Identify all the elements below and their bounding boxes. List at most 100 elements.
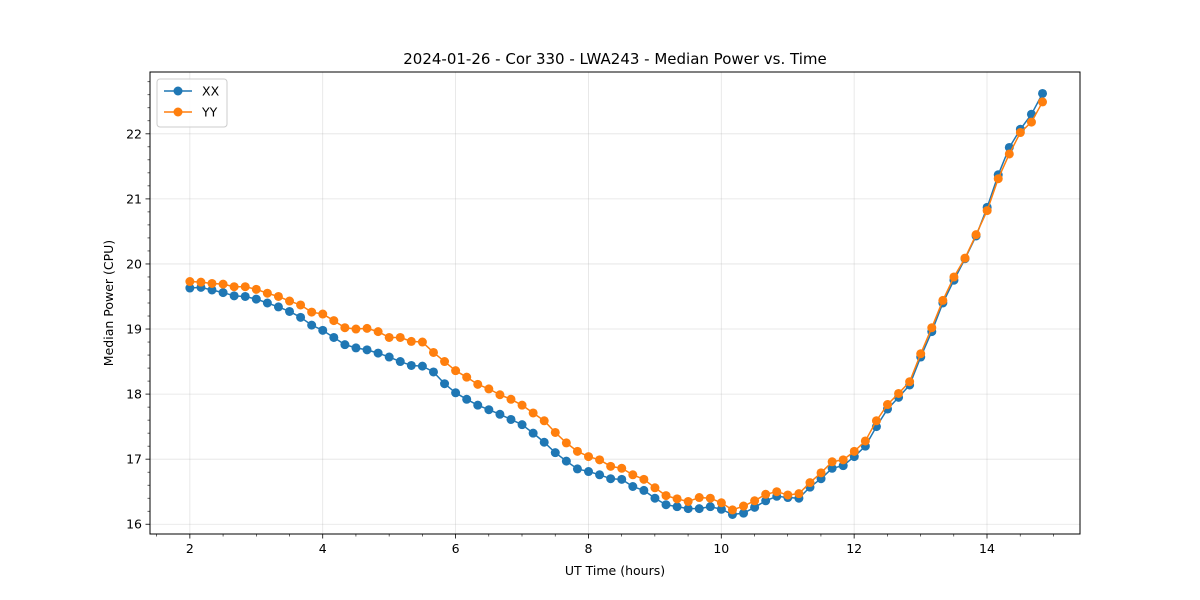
data-point-yy <box>406 336 416 346</box>
data-point-yy <box>296 300 306 310</box>
data-point-yy <box>451 366 461 376</box>
data-point-xx <box>240 291 250 301</box>
x-tick-label: 10 <box>713 541 729 556</box>
y-tick-label: 21 <box>126 191 142 206</box>
data-point-yy <box>251 284 261 294</box>
data-point-xx <box>495 409 505 419</box>
data-point-xx <box>329 332 339 342</box>
data-point-xx <box>639 485 649 495</box>
data-point-yy <box>860 436 870 446</box>
data-point-yy <box>871 416 881 426</box>
data-point-xx <box>296 312 306 322</box>
legend-xx-label: XX <box>202 84 220 99</box>
data-point-yy <box>362 323 372 333</box>
data-point-xx <box>273 302 283 312</box>
chart-title: 2024-01-26 - Cor 330 - LWA243 - Median P… <box>403 50 827 68</box>
data-point-xx <box>440 379 450 389</box>
series-group <box>185 88 1048 519</box>
data-point-yy <box>528 408 538 418</box>
data-point-xx <box>650 493 660 503</box>
data-point-yy <box>628 470 638 480</box>
y-tick-label: 18 <box>126 387 142 402</box>
data-point-xx <box>384 352 394 362</box>
data-point-yy <box>971 230 981 240</box>
data-point-yy <box>584 452 594 462</box>
data-point-xx <box>428 367 438 377</box>
data-point-xx <box>750 502 760 512</box>
data-point-xx <box>539 437 549 447</box>
series-yy <box>185 97 1048 515</box>
data-point-yy <box>185 277 195 287</box>
data-point-xx <box>218 288 228 298</box>
data-point-yy <box>506 394 516 404</box>
data-point-yy <box>727 505 737 515</box>
data-point-xx <box>628 482 638 491</box>
data-point-yy <box>805 478 815 488</box>
data-point-xx <box>550 448 560 458</box>
data-point-yy <box>329 316 339 326</box>
axis-ticks: 2 4 6 8 10 12 14 16 17 18 19 20 21 22 <box>126 81 1054 556</box>
data-point-yy <box>373 327 383 337</box>
data-point-xx <box>661 500 671 510</box>
data-point-xx <box>506 414 516 424</box>
data-point-yy <box>772 487 782 497</box>
data-point-xx <box>694 504 704 514</box>
data-point-xx <box>451 388 461 398</box>
data-point-yy <box>417 337 427 347</box>
data-point-yy <box>905 377 915 387</box>
data-point-yy <box>672 494 682 504</box>
data-point-xx <box>595 470 605 480</box>
data-point-xx <box>185 283 195 293</box>
data-point-yy <box>550 427 560 437</box>
data-point-xx <box>417 361 427 371</box>
data-point-xx <box>484 405 494 415</box>
data-point-yy <box>273 291 283 301</box>
x-tick-label: 8 <box>584 541 592 556</box>
data-point-yy <box>495 390 505 400</box>
data-point-yy <box>307 307 317 317</box>
data-point-yy <box>561 438 571 448</box>
data-point-yy <box>1038 97 1048 107</box>
data-point-yy <box>705 493 715 503</box>
data-point-yy <box>750 496 760 506</box>
data-point-yy <box>694 493 704 503</box>
x-tick-label: 12 <box>846 541 862 556</box>
data-point-xx <box>617 474 627 484</box>
data-point-yy <box>949 272 959 282</box>
data-point-xx <box>285 306 295 316</box>
data-point-xx <box>761 496 771 506</box>
y-tick-label: 22 <box>126 126 142 141</box>
data-point-yy <box>617 463 627 473</box>
data-point-yy <box>838 455 848 465</box>
legend-yy-marker <box>173 107 183 117</box>
data-point-yy <box>384 332 394 342</box>
data-point-yy <box>661 491 671 501</box>
legend-yy-label: YY <box>201 105 218 120</box>
x-tick-label: 6 <box>452 541 460 556</box>
data-point-xx <box>340 340 350 350</box>
data-point-yy <box>218 279 228 289</box>
grid-lines <box>150 72 1080 534</box>
x-tick-label: 2 <box>186 541 194 556</box>
data-point-yy <box>761 489 771 499</box>
data-point-xx <box>373 348 383 358</box>
data-point-yy <box>716 498 726 508</box>
data-point-yy <box>207 278 217 288</box>
data-point-yy <box>683 496 693 506</box>
data-point-yy <box>462 372 472 382</box>
data-point-yy <box>340 323 350 333</box>
data-point-yy <box>927 323 937 333</box>
data-point-xx <box>827 463 837 473</box>
data-point-yy <box>395 332 405 342</box>
data-point-xx <box>362 345 372 355</box>
data-point-xx <box>716 504 726 514</box>
data-point-yy <box>595 455 605 465</box>
data-point-yy <box>639 474 649 484</box>
data-point-xx <box>406 360 416 370</box>
data-point-xx <box>473 400 483 410</box>
y-tick-label: 17 <box>126 452 142 467</box>
data-point-yy <box>783 490 793 500</box>
data-point-xx <box>683 504 693 514</box>
data-point-yy <box>351 324 361 334</box>
